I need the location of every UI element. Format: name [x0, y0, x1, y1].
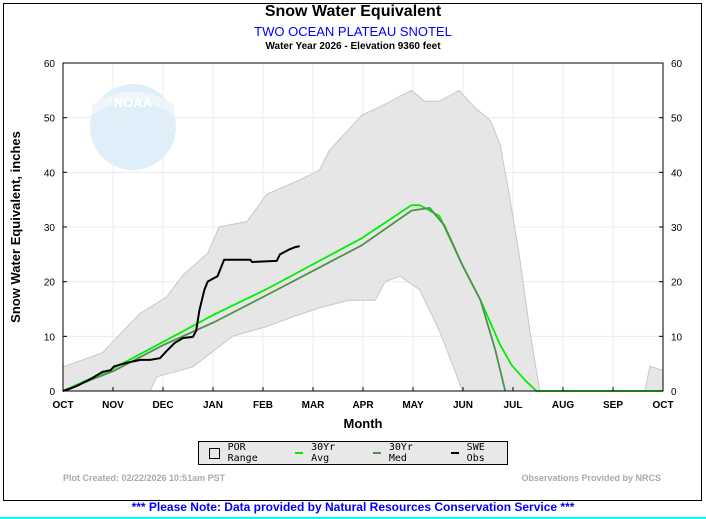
- legend-item-avg: 30Yr Avg: [295, 442, 357, 464]
- chart-frame: [3, 3, 702, 501]
- x-tick-label: JUL: [504, 400, 523, 411]
- y-tick-label: 40: [44, 168, 56, 179]
- legend: POR Range 30Yr Avg 30Yr Med SWE Obs: [198, 441, 508, 465]
- x-tick-label: AUG: [552, 400, 574, 411]
- avg-swatch: [295, 452, 304, 454]
- legend-item-med: 30Yr Med: [373, 442, 435, 464]
- chart-title: Snow Water Equivalent: [264, 3, 442, 20]
- x-tick-label: MAY: [402, 400, 424, 411]
- noaa-logo: [90, 84, 176, 170]
- station-name: TWO OCEAN PLATEAU SNOTEL: [254, 24, 452, 39]
- y-tick-label: 10: [44, 332, 56, 343]
- y-tick-label-right: 0: [671, 387, 677, 398]
- y-tick-label: 60: [44, 59, 56, 70]
- chart-subtitle: Water Year 2026 - Elevation 9360 feet: [265, 41, 441, 52]
- x-tick-label: JAN: [203, 400, 223, 411]
- y-tick-label-right: 10: [671, 332, 683, 343]
- y-tick-label: 30: [44, 223, 56, 234]
- y-tick-label: 20: [44, 278, 56, 289]
- swe-chart: NOAA 0 0 10 10 20 20 30 30 40 40 50 50 60 60 OCT NOV DEC J…: [8, 59, 683, 431]
- med-swatch: [373, 452, 381, 454]
- x-tick-label: SEP: [603, 400, 623, 411]
- y-tick-label-right: 40: [671, 168, 683, 179]
- y-tick-label-right: 30: [671, 223, 683, 234]
- plot-created: Plot Created: 02/22/2026 10:51am PST: [63, 473, 226, 483]
- x-tick-label: OCT: [52, 400, 73, 411]
- y-tick-label-right: 50: [671, 114, 683, 125]
- legend-label: SWE Obs: [466, 442, 485, 464]
- por-swatch: [209, 447, 220, 459]
- x-tick-label: DEC: [152, 400, 173, 411]
- series-line-med: [62, 206, 507, 392]
- legend-label: POR Range: [227, 442, 258, 464]
- y-tick-label-right: 20: [671, 278, 683, 289]
- y-tick-label: 50: [44, 114, 56, 125]
- noaa-logo-text: NOAA: [114, 95, 153, 110]
- legend-label: 30Yr Med: [388, 442, 413, 464]
- y-tick-label-right: 60: [671, 59, 683, 70]
- obs-swatch: [451, 452, 459, 454]
- x-tick-label: APR: [352, 400, 374, 411]
- y-axis-label: Snow Water Equivalent, inches: [8, 131, 23, 323]
- y-tick-label: 0: [49, 387, 55, 398]
- series-line-obs: [62, 245, 300, 392]
- x-tick-label: JUN: [453, 400, 473, 411]
- legend-item-obs: SWE Obs: [451, 442, 507, 464]
- data-note: *** Please Note: Data provided by Natura…: [131, 500, 575, 514]
- divider: [0, 517, 706, 519]
- x-tick-label: NOV: [102, 400, 124, 411]
- x-axis-label: Month: [344, 416, 383, 431]
- provider-credit: Observations Provided by NRCS: [521, 473, 661, 483]
- legend-item-por: POR Range: [209, 442, 279, 464]
- x-tick-label: MAR: [302, 400, 326, 411]
- legend-label: 30Yr Avg: [311, 442, 336, 464]
- x-tick-label: FEB: [253, 400, 273, 411]
- x-tick-label: OCT: [652, 400, 673, 411]
